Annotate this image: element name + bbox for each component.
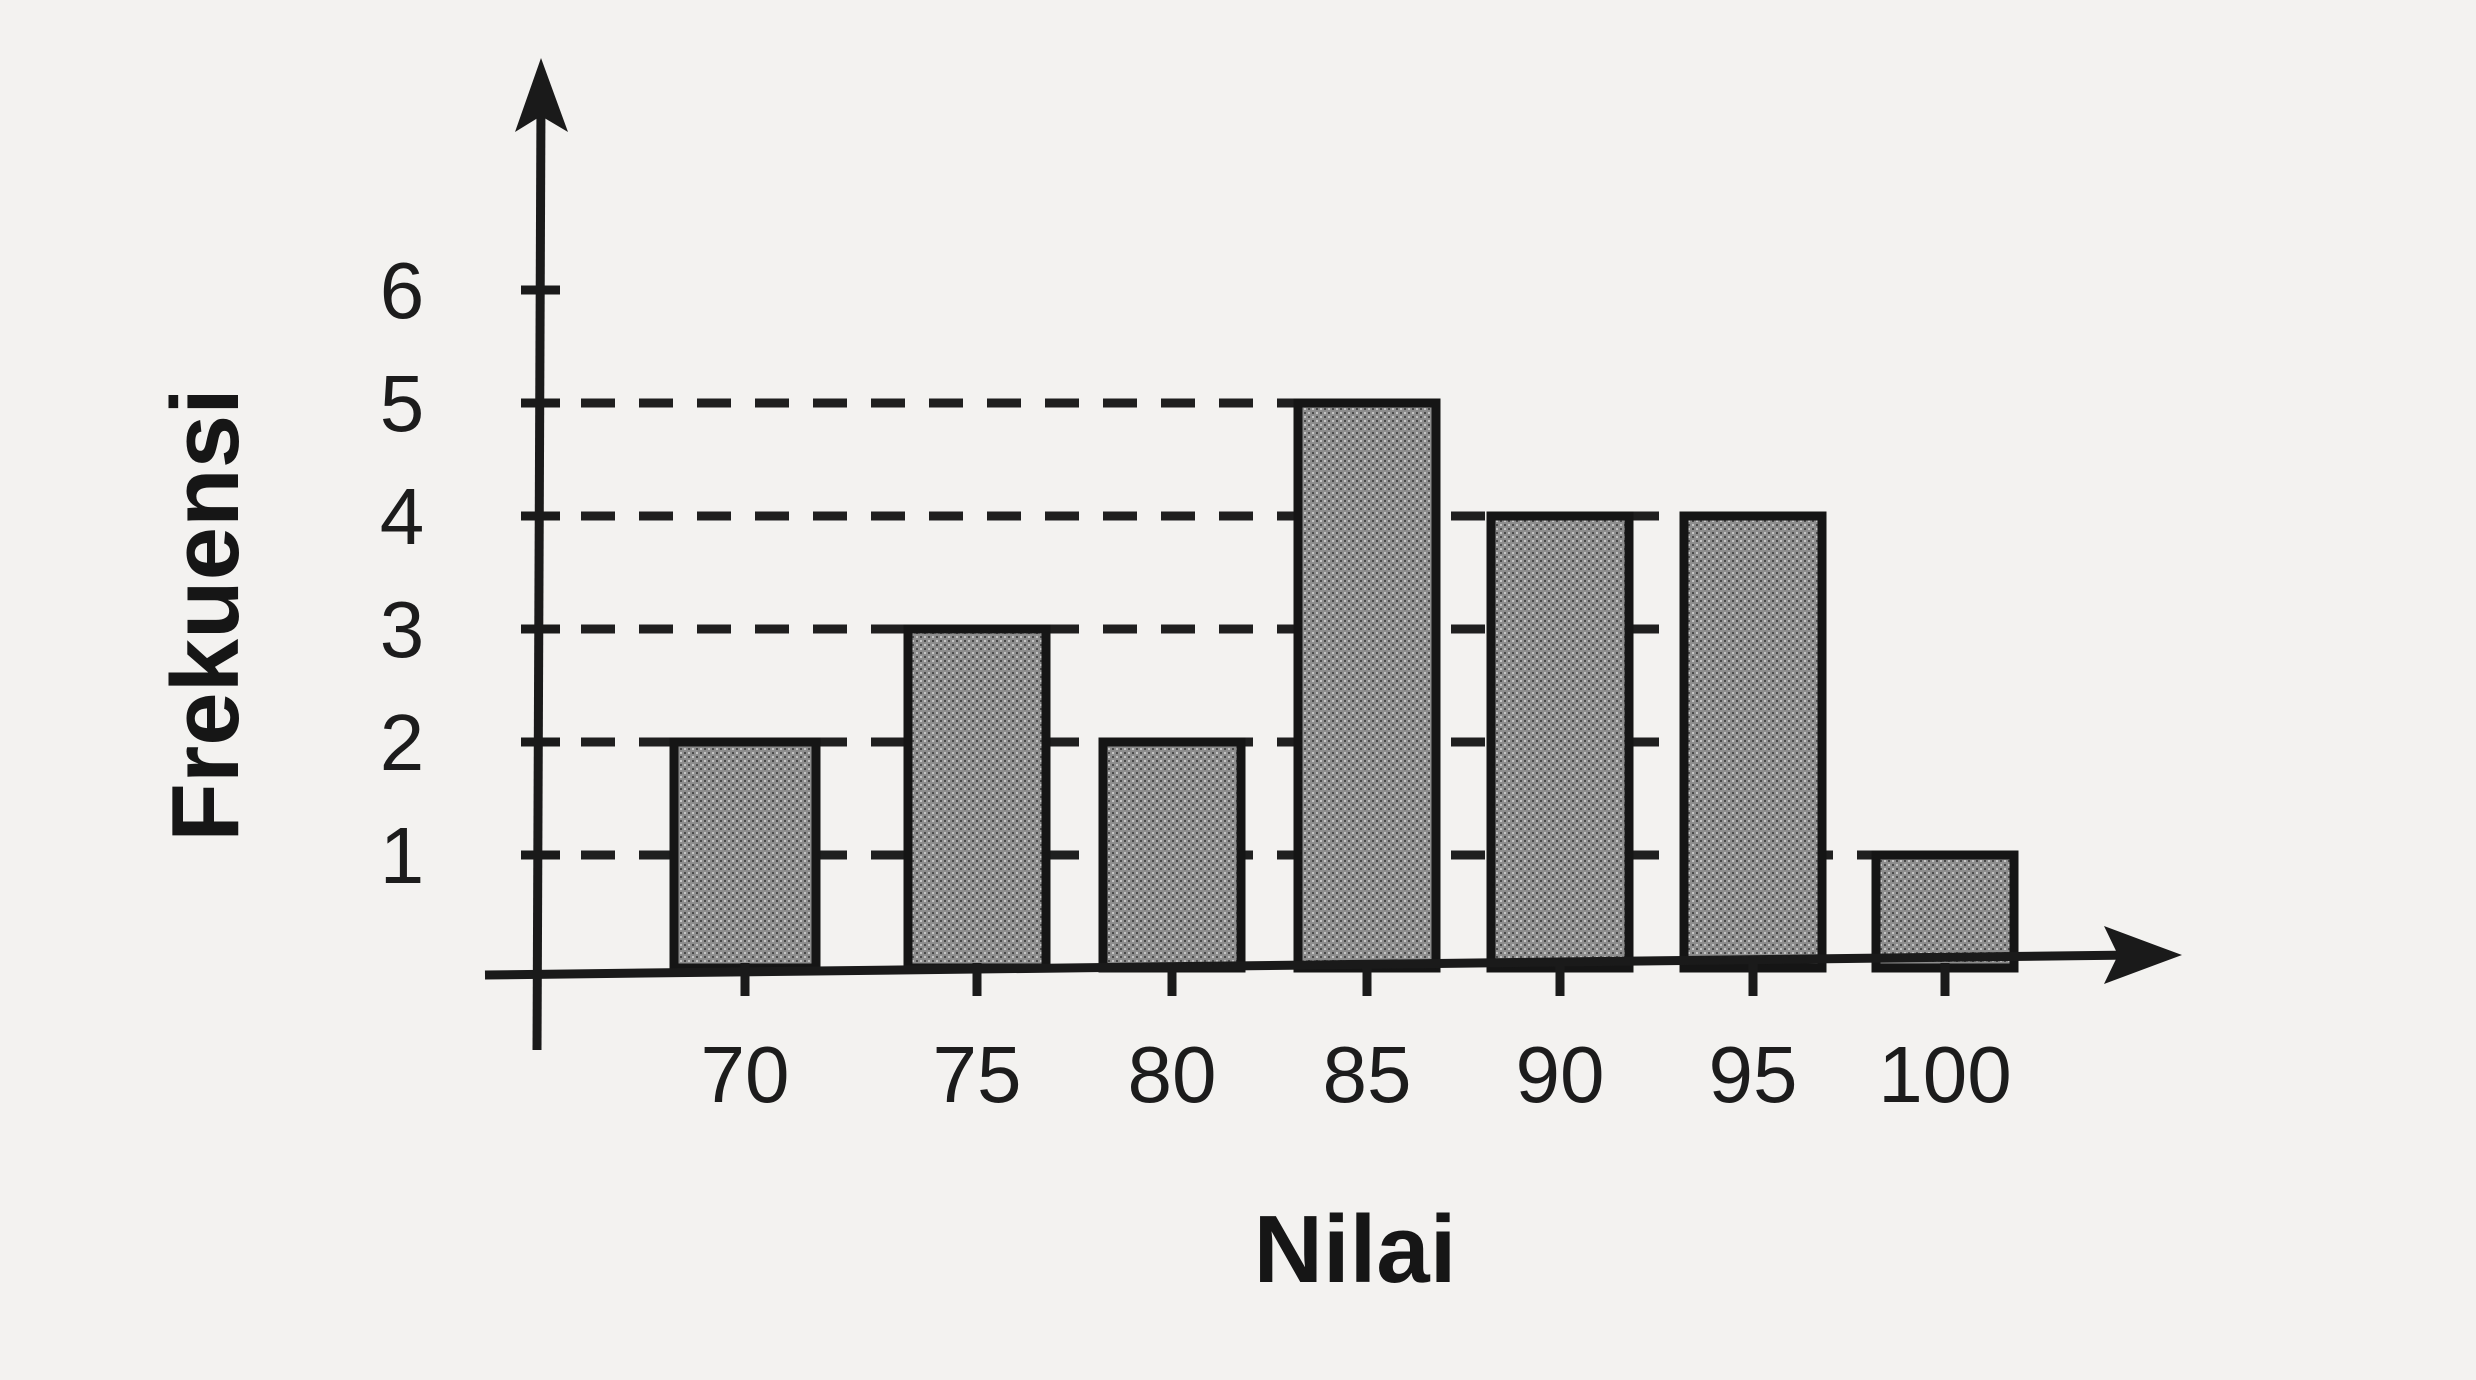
- bar-95: [1679, 511, 1827, 973]
- x-axis-title: Nilai: [1254, 1196, 1457, 1303]
- bar-90: [1486, 511, 1634, 973]
- x-tick-label-70: 70: [701, 1030, 790, 1119]
- x-tick-label-100: 100: [1878, 1030, 2011, 1119]
- y-tick-label-4: 4: [380, 472, 425, 561]
- bar-85: [1293, 398, 1441, 973]
- bars: [669, 398, 2019, 973]
- bar-100: [1871, 850, 2019, 973]
- x-tick-label-95: 95: [1709, 1030, 1798, 1119]
- y-tick-label-6: 6: [380, 246, 425, 335]
- y-tick-label-5: 5: [380, 359, 425, 448]
- x-tick-label-80: 80: [1128, 1030, 1217, 1119]
- bar-70: [669, 737, 821, 973]
- y-axis-arrow: [515, 58, 568, 132]
- x-axis-line: [484, 950, 2136, 980]
- y-tick-label-1: 1: [380, 811, 425, 900]
- y-axis-line: [532, 99, 546, 1051]
- y-tick-label-3: 3: [380, 585, 425, 674]
- x-tick-label-90: 90: [1516, 1030, 1605, 1119]
- x-tick-label-75: 75: [933, 1030, 1022, 1119]
- bar-75: [903, 624, 1051, 973]
- y-ticks: 1 2 3 4 5 6: [380, 246, 560, 900]
- axes: [484, 58, 2182, 1051]
- bar-80: [1098, 737, 1246, 973]
- x-tick-label-85: 85: [1323, 1030, 1412, 1119]
- x-axis-arrow: [2104, 926, 2182, 984]
- y-tick-label-2: 2: [380, 698, 425, 787]
- x-ticks: 70 75 80 85 90 95 100: [701, 963, 2012, 1119]
- y-axis-title: Frekuensi: [152, 388, 259, 842]
